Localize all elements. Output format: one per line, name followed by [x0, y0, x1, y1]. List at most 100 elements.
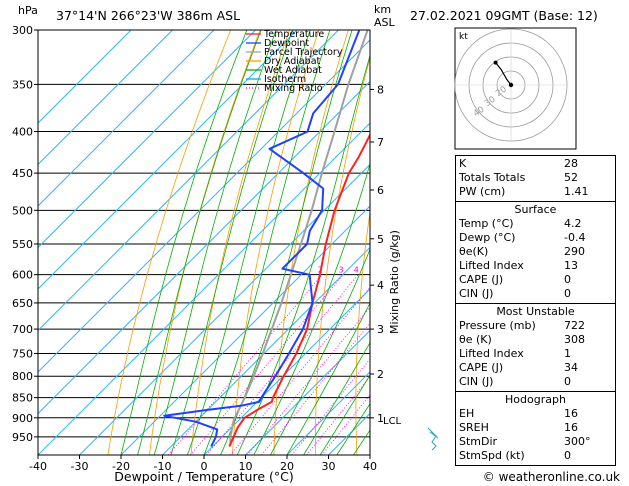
temperature-tick-label: 30 — [322, 460, 336, 473]
index-value: 300° — [564, 435, 591, 448]
temperature-tick-label: -10 — [154, 460, 172, 473]
isotherm-line — [38, 122, 370, 455]
height-tick-label: 8 — [377, 83, 384, 96]
wind-barbs — [427, 427, 439, 451]
wet-adiabat-line — [303, 341, 370, 455]
temperature-tick-label: -20 — [112, 460, 130, 473]
index-row: StmSpd (kt) 0 — [456, 449, 615, 463]
mixing-ratio-line — [306, 375, 370, 455]
series-point — [312, 112, 314, 115]
legend-item-label: Dewpoint — [264, 38, 309, 49]
legend-item-label: Mixing Ratio — [264, 83, 323, 94]
series-point — [309, 274, 311, 276]
isotherm-line — [245, 329, 370, 455]
height-tick-label: 2 — [377, 368, 384, 381]
series-point — [272, 397, 274, 399]
index-row: CAPE (J) 34 — [456, 361, 615, 375]
series-point — [302, 172, 304, 174]
index-value: 0 — [564, 273, 571, 286]
index-value: 290 — [564, 245, 585, 258]
index-name: Lifted Index — [459, 347, 524, 360]
index-row: Dewp (°C) -0.4 — [456, 231, 615, 245]
series-point — [163, 415, 165, 417]
series-point — [319, 274, 321, 276]
index-row: CIN (J) 0 — [456, 375, 615, 389]
index-value: 16 — [564, 421, 578, 434]
index-name: θe (K) — [459, 333, 492, 346]
index-name: EH — [459, 407, 475, 420]
index-name: Totals Totals — [459, 171, 526, 184]
series-point — [408, 29, 409, 30]
series-point — [195, 421, 197, 423]
isotherm-line — [38, 30, 256, 249]
index-name: CIN (J) — [459, 287, 494, 300]
height-tick-label: 6 — [377, 184, 384, 197]
index-row: StmDir 300° — [456, 435, 615, 449]
series-point — [288, 352, 290, 355]
index-row: θe (K) 308 — [456, 333, 615, 347]
station-info: 37°14'N 266°23'W 386m ASL — [56, 8, 240, 23]
series-point — [282, 375, 285, 377]
index-name: PW (cm) — [459, 185, 506, 198]
index-name: Dewp (°C) — [459, 231, 516, 244]
index-name: Lifted Index — [459, 259, 524, 272]
mixing-ratio-line — [247, 306, 370, 455]
index-value: 34 — [564, 361, 578, 374]
temperature-tick-label: -40 — [29, 460, 47, 473]
index-value: 13 — [564, 259, 578, 272]
series-point — [311, 302, 314, 304]
hodograph-indices-title: Hodograph — [505, 393, 566, 406]
series-point — [215, 436, 217, 438]
series-point — [321, 172, 323, 174]
series-point — [347, 83, 350, 86]
mixing-ratio-line — [168, 274, 323, 455]
mixing-ratio-label: 6 — [376, 266, 381, 275]
series-point — [371, 131, 372, 132]
index-value: 0 — [564, 375, 571, 388]
hodograph-origin — [508, 82, 514, 88]
hodograph-point — [493, 60, 498, 65]
isotherm-line — [38, 30, 339, 332]
wet-adiabat-line — [153, 30, 277, 455]
series-point — [260, 397, 262, 399]
mixing-ratio-label: 16 — [432, 266, 442, 275]
series-point — [290, 274, 292, 276]
lcl-label: LCL — [383, 416, 402, 427]
series-point — [333, 130, 336, 133]
index-row: EH 16 — [456, 407, 615, 421]
index-row: CAPE (J) 0 — [456, 273, 615, 287]
temperature-tick-label: 20 — [280, 460, 294, 473]
index-row: θe(K) 290 — [456, 245, 615, 259]
series-point — [281, 268, 283, 270]
skewt-plot: 2346810162025 — [37, 29, 442, 456]
temperature-tick-label: 0 — [201, 460, 208, 473]
isotherm-line — [79, 163, 370, 455]
series-point — [258, 401, 260, 403]
series-point — [333, 209, 336, 211]
mixing-ratio-label: 3 — [338, 266, 343, 275]
dry-adiabat-line — [395, 30, 437, 455]
dry-adiabat-line — [107, 30, 232, 455]
index-name: K — [459, 157, 467, 170]
series-point — [207, 409, 209, 411]
pressure-tick-label: 400 — [12, 126, 33, 139]
series-point — [302, 328, 304, 330]
series-point — [348, 172, 350, 174]
series-point — [228, 445, 231, 447]
height-tick-label: 3 — [377, 323, 384, 336]
most-unstable-section: Most Unstable Pressure (mb) 722 θe (K) 308 L… — [456, 304, 615, 392]
series-point — [402, 52, 403, 53]
series-point — [229, 436, 232, 438]
series-point — [256, 409, 259, 411]
series-point — [306, 130, 309, 133]
isotherm-line — [38, 30, 298, 290]
series-point — [337, 83, 339, 86]
wet-adiabat-line — [336, 403, 370, 455]
index-name: CAPE (J) — [459, 361, 504, 374]
series-point — [280, 302, 282, 304]
series-point — [253, 375, 255, 377]
isotherm-line — [38, 30, 215, 207]
most-unstable-title: Most Unstable — [496, 305, 575, 318]
